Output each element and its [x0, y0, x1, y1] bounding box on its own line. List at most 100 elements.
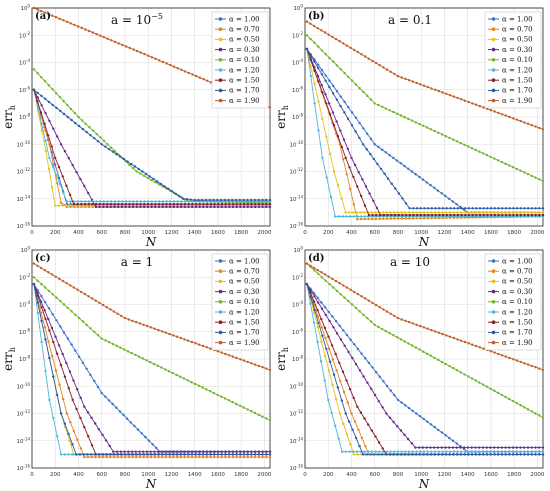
data-point [369, 320, 373, 323]
data-point [366, 132, 369, 135]
x-tick-label: 600 [369, 230, 380, 236]
data-point [493, 207, 496, 210]
data-point [145, 359, 148, 362]
data-point [425, 352, 429, 355]
data-point [385, 412, 388, 415]
data-point [257, 364, 260, 368]
x-tick-label: 1000 [414, 230, 428, 236]
data-point [419, 217, 422, 220]
data-point [445, 92, 448, 96]
data-point [467, 450, 470, 453]
series-line [306, 48, 543, 213]
data-point [471, 211, 474, 214]
data-point [157, 203, 161, 206]
data-point [36, 294, 39, 297]
data-point [52, 375, 55, 378]
data-point [58, 182, 62, 186]
data-point [390, 182, 393, 185]
data-point [541, 128, 545, 131]
data-point [382, 66, 385, 69]
data-point [328, 102, 331, 105]
data-point [268, 419, 272, 422]
data-point [180, 203, 183, 206]
data-point [119, 450, 123, 453]
data-point [445, 450, 448, 453]
data-point [309, 37, 312, 41]
data-point [186, 379, 189, 382]
data-point [117, 200, 120, 203]
data-point [183, 338, 186, 341]
data-point [55, 106, 58, 110]
data-point [316, 296, 319, 300]
data-point [59, 325, 62, 328]
data-point [493, 389, 496, 392]
data-point [246, 360, 249, 364]
data-point [72, 429, 76, 433]
data-point [342, 158, 345, 161]
data-point [224, 352, 227, 356]
data-point [189, 198, 192, 201]
data-point [523, 121, 526, 124]
y-tick-label: 100 [293, 4, 303, 13]
data-point [350, 124, 354, 127]
data-point [73, 200, 76, 203]
data-point [430, 450, 433, 453]
data-point [123, 316, 127, 320]
legend-entry: α = 0.30 [502, 46, 533, 54]
data-point [359, 411, 363, 414]
data-point [392, 420, 395, 424]
data-point [430, 87, 433, 90]
data-point [451, 453, 455, 456]
data-point [175, 373, 178, 377]
legend-swatch-marker [491, 98, 496, 103]
data-point [104, 145, 107, 148]
data-point [504, 207, 508, 210]
data-point [165, 203, 168, 206]
data-point [119, 453, 123, 456]
data-point [455, 369, 459, 372]
legend-swatch-marker [218, 279, 223, 284]
y-tick-label: 10-10 [289, 140, 303, 149]
data-point [356, 405, 359, 408]
data-point [354, 130, 357, 133]
data-point [165, 62, 168, 65]
data-point [515, 207, 519, 210]
legend-swatch-marker [218, 330, 223, 335]
data-point [191, 200, 194, 203]
data-point [235, 450, 238, 453]
data-point [159, 182, 163, 186]
data-point [144, 435, 147, 439]
data-point [541, 179, 545, 183]
data-point [366, 316, 369, 320]
data-point [193, 198, 196, 202]
data-point [512, 450, 515, 453]
data-point [396, 450, 400, 453]
y-tick-label: 100 [293, 246, 303, 255]
data-point [253, 455, 257, 459]
data-point [161, 200, 165, 203]
data-point [403, 340, 406, 343]
data-point [205, 453, 208, 456]
data-point [334, 37, 338, 41]
data-point [105, 203, 109, 206]
data-point [47, 289, 51, 293]
data-point [456, 211, 459, 214]
data-point [83, 455, 86, 459]
data-point [320, 307, 324, 310]
data-point [349, 443, 352, 446]
plot-frame [304, 7, 544, 227]
data-point [160, 366, 163, 369]
data-point [142, 205, 146, 209]
series-line [306, 283, 543, 449]
data-point [146, 455, 149, 459]
data-point [79, 396, 82, 400]
data-point [183, 200, 187, 203]
data-point [328, 347, 331, 350]
data-point [350, 303, 354, 306]
data-point [254, 205, 257, 209]
data-point [406, 437, 410, 441]
data-point [75, 407, 78, 411]
data-point [324, 93, 327, 96]
data-point [354, 363, 358, 366]
data-point [164, 368, 167, 371]
